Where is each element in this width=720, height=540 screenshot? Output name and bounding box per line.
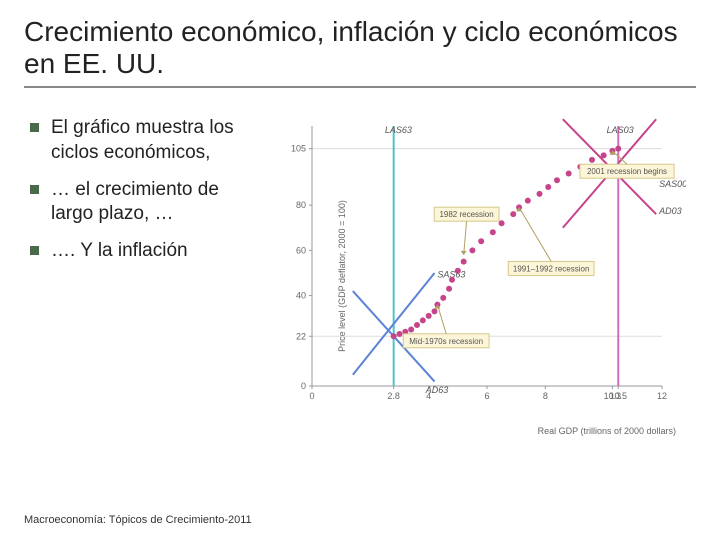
- bullet-item: … el crecimiento de largo plazo, …: [24, 178, 254, 227]
- svg-text:10.5: 10.5: [609, 391, 627, 401]
- svg-text:12: 12: [657, 391, 667, 401]
- square-bullet-icon: [30, 246, 39, 255]
- svg-text:AD63: AD63: [425, 385, 449, 395]
- svg-text:1991–1992 recession: 1991–1992 recession: [513, 265, 590, 274]
- svg-text:1982 recession: 1982 recession: [439, 211, 493, 220]
- svg-text:Mid-1970s recession: Mid-1970s recession: [409, 337, 483, 346]
- svg-text:80: 80: [296, 201, 306, 211]
- square-bullet-icon: [30, 185, 39, 194]
- chart-container: Price level (GDP deflator, 2000 = 100) R…: [266, 106, 696, 436]
- bullet-text: …. Y la inflación: [51, 239, 188, 264]
- bullet-item: …. Y la inflación: [24, 239, 254, 264]
- svg-text:LAS63: LAS63: [385, 125, 412, 135]
- svg-text:0: 0: [301, 381, 306, 391]
- svg-text:8: 8: [543, 391, 548, 401]
- slide-title: Crecimiento económico, inflación y ciclo…: [24, 16, 696, 80]
- svg-text:40: 40: [296, 291, 306, 301]
- bullet-list: El gráfico muestra los ciclos económicos…: [24, 106, 254, 436]
- content-row: El gráfico muestra los ciclos económicos…: [24, 106, 696, 436]
- svg-text:105: 105: [291, 144, 306, 154]
- svg-text:6: 6: [484, 391, 489, 401]
- svg-text:22: 22: [296, 332, 306, 342]
- svg-text:0: 0: [309, 391, 314, 401]
- svg-text:SAS00: SAS00: [659, 179, 686, 189]
- svg-text:AD03: AD03: [658, 207, 682, 217]
- bullet-text: … el crecimiento de largo plazo, …: [51, 178, 254, 227]
- chart-svg: 02240608010502.846810.310.512LAS63LAS03S…: [266, 116, 686, 436]
- footer-text: Macroeconomía: Tópicos de Crecimiento-20…: [24, 514, 252, 526]
- bullet-item: El gráfico muestra los ciclos económicos…: [24, 116, 254, 165]
- bullet-text: El gráfico muestra los ciclos económicos…: [51, 116, 254, 165]
- economic-chart: Price level (GDP deflator, 2000 = 100) R…: [266, 116, 686, 436]
- title-block: Crecimiento económico, inflación y ciclo…: [24, 16, 696, 88]
- svg-text:LAS03: LAS03: [607, 125, 634, 135]
- svg-text:60: 60: [296, 246, 306, 256]
- square-bullet-icon: [30, 123, 39, 132]
- svg-text:2.8: 2.8: [387, 391, 400, 401]
- svg-text:2001 recession begins: 2001 recession begins: [587, 168, 667, 177]
